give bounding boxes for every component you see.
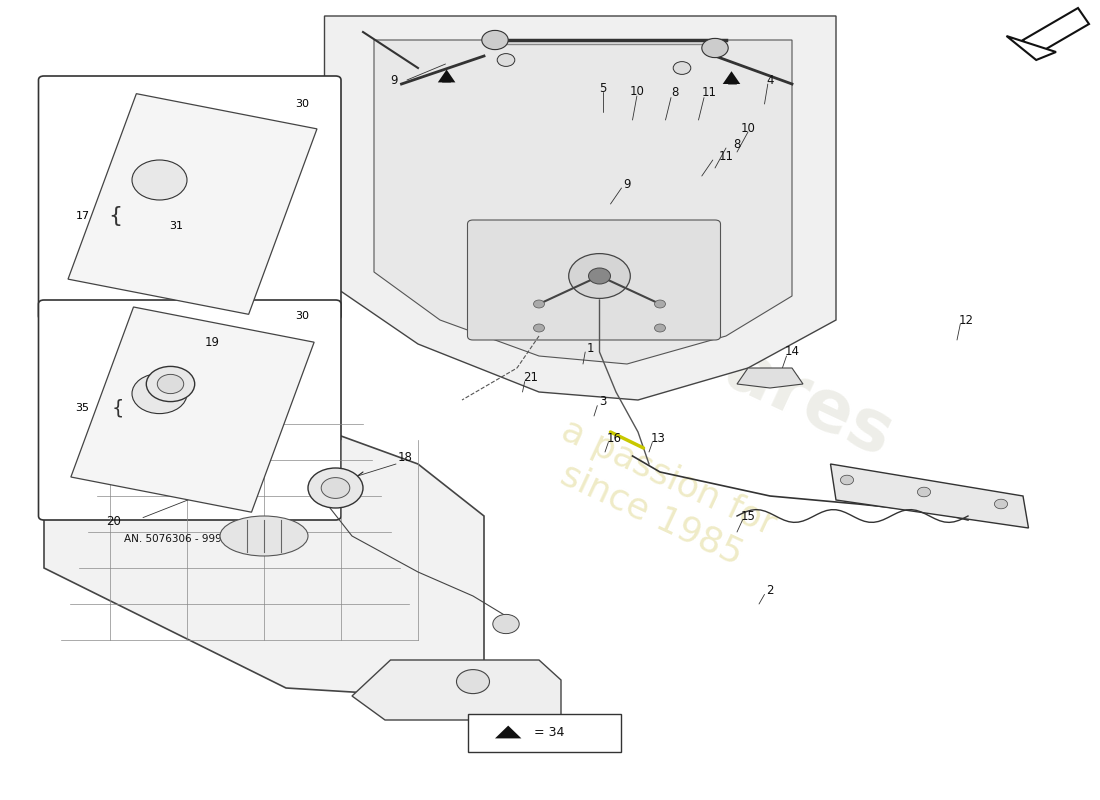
Circle shape	[840, 475, 854, 485]
Text: {: {	[109, 206, 122, 226]
Text: 31: 31	[169, 221, 183, 230]
Circle shape	[482, 30, 508, 50]
Polygon shape	[374, 40, 792, 364]
Circle shape	[917, 487, 931, 497]
Text: eurospares: eurospares	[461, 216, 903, 472]
Text: 17: 17	[76, 211, 89, 221]
Text: 19: 19	[205, 336, 220, 349]
Circle shape	[157, 374, 184, 394]
Text: ▲: ▲	[442, 71, 451, 84]
Text: 18: 18	[397, 451, 412, 464]
Text: 10: 10	[740, 122, 756, 134]
Polygon shape	[1023, 8, 1089, 56]
Text: 16: 16	[606, 432, 621, 445]
Text: {: {	[111, 398, 124, 418]
Circle shape	[654, 324, 666, 332]
Text: 9: 9	[390, 74, 397, 86]
Circle shape	[534, 300, 544, 308]
Text: 8: 8	[734, 138, 740, 150]
Text: 9: 9	[624, 178, 630, 190]
Polygon shape	[737, 368, 803, 388]
Polygon shape	[352, 660, 561, 720]
Circle shape	[493, 614, 519, 634]
Text: 1: 1	[587, 342, 594, 354]
Polygon shape	[44, 368, 484, 696]
Text: 13: 13	[650, 432, 666, 445]
Polygon shape	[70, 307, 315, 512]
Circle shape	[702, 38, 728, 58]
Circle shape	[132, 374, 187, 414]
Text: 21: 21	[522, 371, 538, 384]
Text: = 34: = 34	[534, 726, 564, 738]
Circle shape	[497, 54, 515, 66]
FancyBboxPatch shape	[468, 220, 720, 340]
Polygon shape	[723, 71, 740, 84]
Ellipse shape	[220, 516, 308, 556]
Text: 10: 10	[629, 85, 645, 98]
Text: 35: 35	[76, 403, 89, 413]
Text: 3: 3	[600, 395, 606, 408]
Text: 8: 8	[672, 86, 679, 99]
Circle shape	[456, 670, 490, 694]
Text: 11: 11	[718, 150, 734, 162]
Text: 14: 14	[784, 346, 800, 358]
Text: ▲: ▲	[728, 74, 737, 86]
Polygon shape	[830, 464, 1028, 528]
Polygon shape	[324, 16, 836, 400]
Polygon shape	[1006, 36, 1056, 60]
FancyBboxPatch shape	[468, 714, 622, 752]
Text: 30: 30	[296, 311, 309, 321]
Text: 4: 4	[767, 74, 773, 86]
Circle shape	[654, 300, 666, 308]
Text: 15: 15	[740, 510, 756, 522]
Text: 11: 11	[702, 86, 717, 99]
Circle shape	[588, 268, 610, 284]
Polygon shape	[495, 726, 521, 738]
Circle shape	[132, 160, 187, 200]
Circle shape	[534, 324, 544, 332]
FancyBboxPatch shape	[39, 76, 341, 320]
Text: a passion for
since 1985: a passion for since 1985	[539, 414, 781, 578]
Circle shape	[569, 254, 630, 298]
Text: 12: 12	[958, 314, 974, 326]
Text: 30: 30	[296, 99, 309, 109]
Circle shape	[321, 478, 350, 498]
Text: 5: 5	[600, 82, 606, 94]
Text: 2: 2	[767, 584, 773, 597]
FancyBboxPatch shape	[39, 300, 341, 520]
Circle shape	[673, 62, 691, 74]
Text: 20: 20	[106, 515, 121, 528]
Polygon shape	[438, 70, 455, 82]
Polygon shape	[68, 94, 317, 314]
Circle shape	[994, 499, 1008, 509]
Text: AN. 0 - 5076305: AN. 0 - 5076305	[147, 334, 232, 344]
Circle shape	[146, 366, 195, 402]
Text: AN. 5076306 - 99999999: AN. 5076306 - 99999999	[124, 534, 255, 544]
Circle shape	[308, 468, 363, 508]
